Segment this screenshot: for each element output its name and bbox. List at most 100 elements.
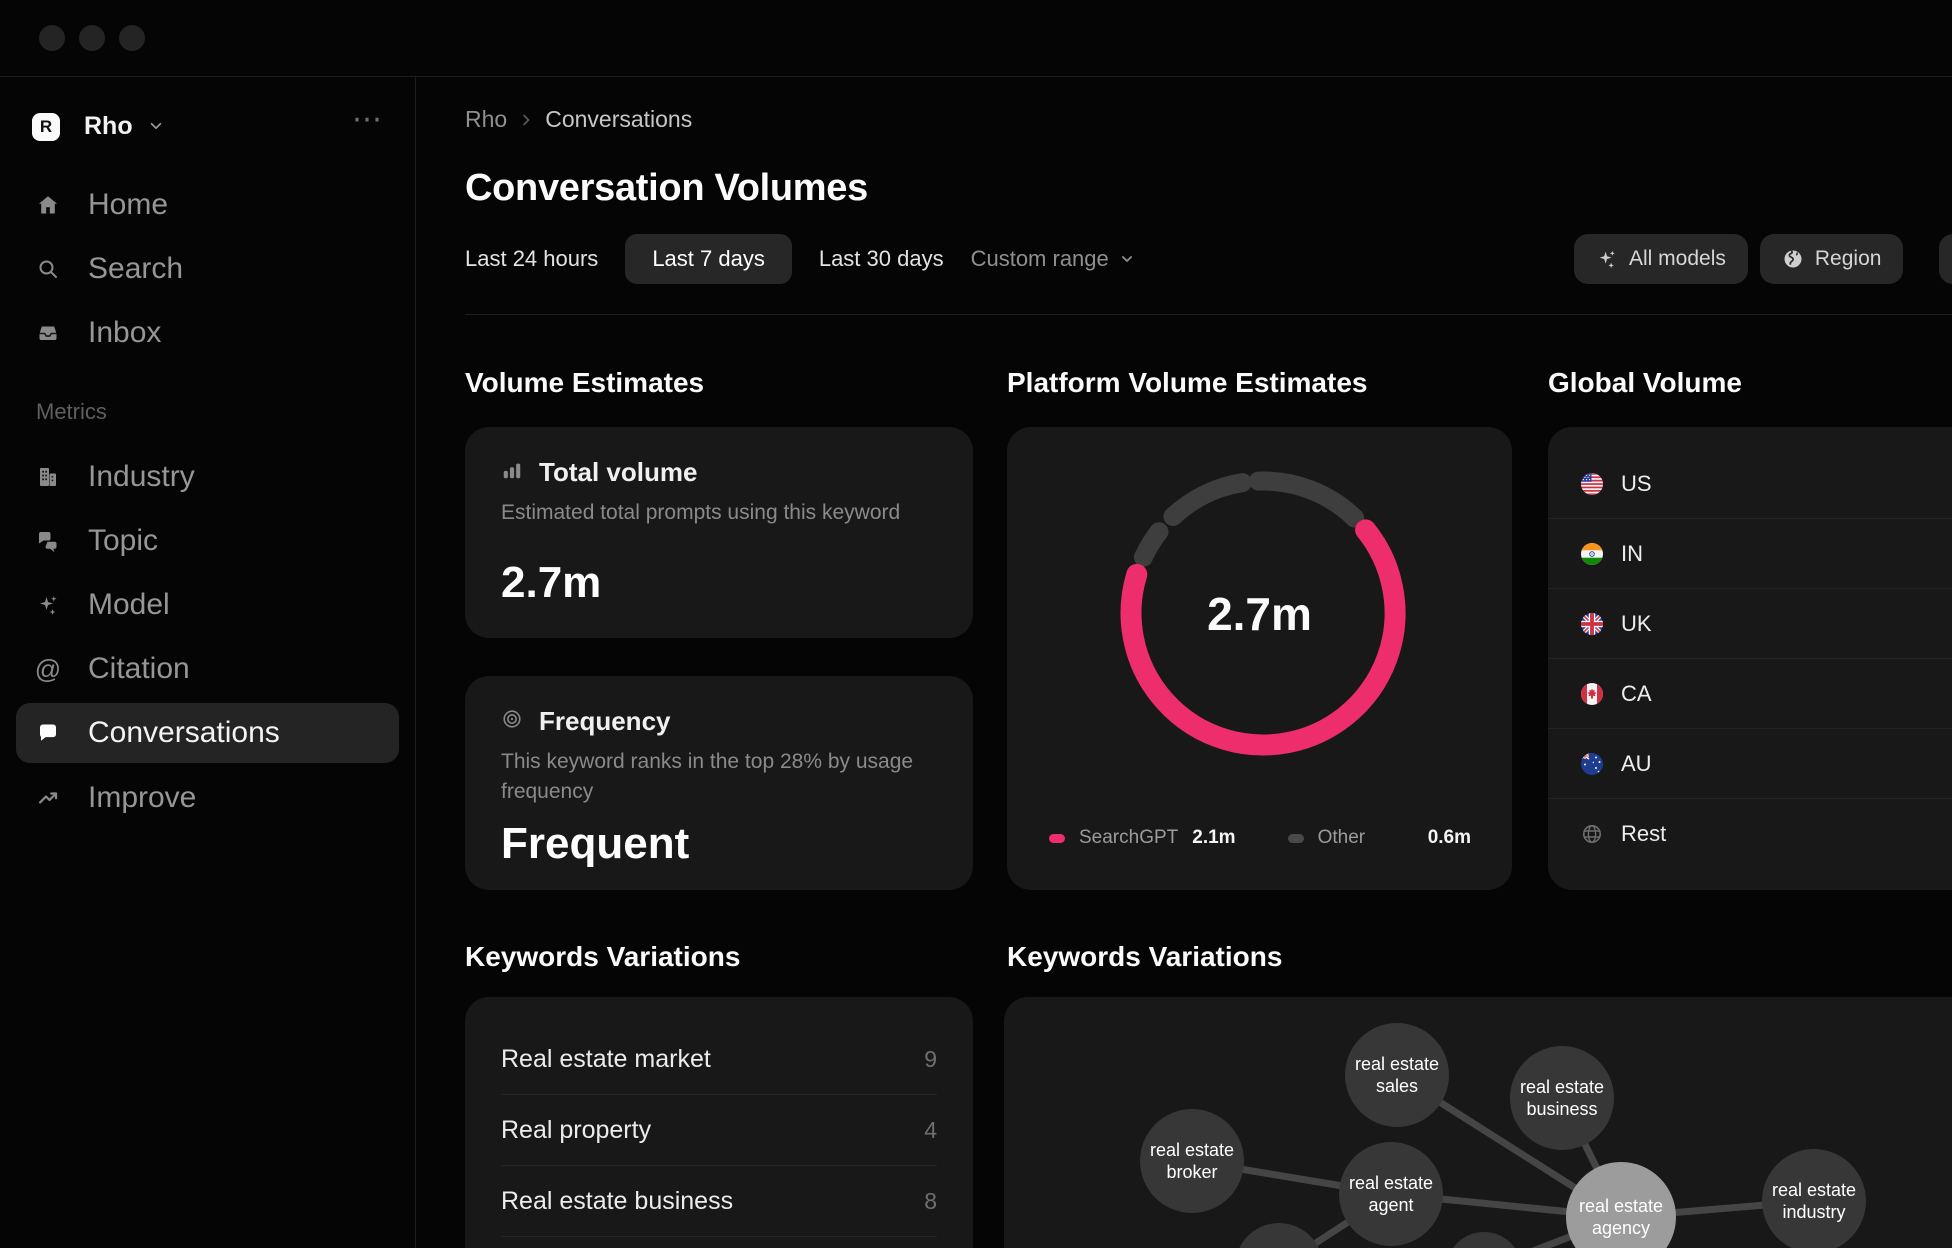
sparkles-icon [36, 593, 60, 617]
all-models-button[interactable]: All models [1574, 234, 1748, 284]
breadcrumb-root[interactable]: Rho [465, 106, 508, 132]
target-icon [501, 706, 523, 737]
uk-flag-icon [1581, 612, 1603, 635]
frequency-title: Frequency [539, 706, 671, 736]
workspace-logo[interactable]: R [32, 113, 60, 141]
chevron-down-icon[interactable] [148, 118, 164, 139]
country-code: IN [1621, 540, 1643, 566]
sparkles-icon [1599, 250, 1615, 269]
sidebar-item-label: Conversations [88, 716, 280, 749]
country-code: UK [1621, 610, 1652, 636]
window-close-button[interactable] [39, 25, 65, 51]
bubble-node-broker [1140, 1109, 1244, 1213]
sidebar-item-inbox[interactable]: Inbox [16, 301, 399, 365]
home-icon [36, 193, 60, 217]
all-models-label: All models [1629, 247, 1726, 270]
tab-custom-range[interactable]: Custom range [971, 246, 1136, 272]
australia-flag-icon [1581, 752, 1603, 775]
sidebar-section-label: Metrics [36, 399, 107, 424]
country-row-uk: UK [1548, 589, 1952, 659]
workspace-name[interactable]: Rho [84, 112, 133, 140]
frequency-card: Frequency This keyword ranks in the top … [465, 676, 973, 890]
sidebar-item-label: Model [88, 588, 170, 621]
country-row-us: US [1548, 449, 1952, 519]
breadcrumb: Rho Conversations [465, 106, 692, 133]
region-label: Region [1814, 247, 1882, 270]
canada-flag-icon [1581, 682, 1603, 705]
global-volume-card: US IN UK CA AU Rest [1548, 427, 1952, 890]
bubble-node-partial-left [1239, 1223, 1319, 1248]
tab-last-7-days[interactable]: Last 7 days [625, 234, 792, 284]
keywords-list-card: Real estate market 9 Real property 4 Rea… [465, 997, 973, 1248]
bubble-node-partial-mid [1453, 1232, 1515, 1248]
sidebar-item-citation[interactable]: @ Citation [16, 637, 399, 701]
page-title: Conversation Volumes [465, 167, 868, 209]
at-sign-icon: @ [34, 654, 62, 684]
sidebar-item-topic[interactable]: Topic [16, 509, 399, 573]
bubble-node-agency [1566, 1162, 1676, 1248]
country-code: CA [1621, 680, 1652, 706]
india-flag-icon [1581, 542, 1603, 565]
sidebar-item-conversations[interactable]: Conversations [16, 703, 399, 763]
us-flag-icon [1581, 472, 1603, 495]
window-zoom-button[interactable] [119, 25, 145, 51]
sidebar-item-label: Improve [88, 781, 197, 814]
country-row-rest: Rest [1548, 799, 1952, 868]
section-title-global-volume: Global Volume [1548, 367, 1742, 398]
keyword-row: Real estate market 9 [501, 1024, 937, 1095]
tab-custom-range-label: Custom range [970, 246, 1109, 271]
region-button[interactable]: Region [1759, 234, 1904, 284]
legend-item-searchgpt: SearchGPT 2.1m [1049, 827, 1236, 849]
legend-label: Other [1317, 827, 1366, 848]
country-row-au: AU [1548, 729, 1952, 799]
sidebar-item-industry[interactable]: Industry [16, 445, 399, 509]
sidebar-item-home[interactable]: Home [16, 173, 399, 237]
sidebar-item-model[interactable]: Model [16, 573, 399, 637]
legend-label: SearchGPT [1079, 827, 1179, 848]
sidebar-item-label: Industry [88, 460, 195, 493]
country-code: US [1621, 470, 1652, 496]
searchgpt-swatch [1049, 833, 1065, 843]
bar-chart-icon [501, 457, 523, 488]
section-title-platform-volume: Platform Volume Estimates [1007, 367, 1368, 398]
total-volume-title: Total volume [539, 457, 698, 487]
search-icon [36, 257, 60, 281]
partial-action-button[interactable] [1939, 234, 1952, 284]
country-code: AU [1621, 750, 1652, 776]
bubble-node-agent [1339, 1142, 1443, 1246]
tab-last-24-hours[interactable]: Last 24 hours [465, 246, 599, 271]
platform-volume-card: 2.7m SearchGPT 2.1m Other 0.6m [1007, 427, 1512, 890]
sidebar: R Rho ⋯ Home Search Inbox Metrics [0, 77, 416, 1248]
main-content: Rho Conversations Conversation Volumes L… [416, 77, 1952, 1248]
trending-up-icon [36, 786, 60, 810]
chat-bubble-icon [36, 721, 60, 745]
sidebar-item-search[interactable]: Search [16, 237, 399, 301]
sidebar-item-label: Search [88, 252, 184, 285]
sidebar-item-label: Home [88, 188, 169, 221]
section-title-keywords-list: Keywords Variations [465, 941, 741, 972]
donut-legend: SearchGPT 2.1m Other 0.6m [1049, 827, 1471, 849]
globe-icon [1583, 824, 1601, 843]
window-minimize-button[interactable] [79, 25, 105, 51]
keyword-count: 4 [924, 1116, 937, 1143]
country-row-ca: CA [1548, 659, 1952, 729]
tab-last-30-days[interactable]: Last 30 days [818, 246, 944, 271]
frequency-subtitle: This keyword ranks in the top 28% by usa… [501, 750, 914, 803]
country-code: Rest [1621, 820, 1667, 846]
sidebar-item-label: Citation [88, 652, 190, 685]
keywords-graph-card: real estate sales real estate business real … [1004, 997, 1952, 1248]
keyword-row: Real estate business 8 [501, 1166, 937, 1237]
sidebar-item-improve[interactable]: Improve [16, 766, 399, 830]
donut-chart [1120, 471, 1406, 756]
globe-icon [1784, 250, 1802, 268]
country-row-in: IN [1548, 519, 1952, 589]
sidebar-more-icon[interactable]: ⋯ [352, 103, 384, 136]
total-volume-subtitle: Estimated total prompts using this keywo… [501, 501, 901, 524]
other-swatch [1287, 833, 1304, 843]
